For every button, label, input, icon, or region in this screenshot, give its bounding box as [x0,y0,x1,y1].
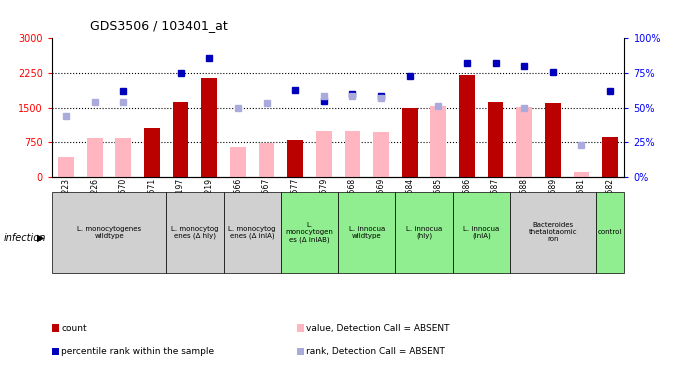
Text: L. innocua
(hly): L. innocua (hly) [406,225,442,239]
Bar [172,102,188,177]
FancyBboxPatch shape [166,192,224,273]
Text: percentile rank within the sample: percentile rank within the sample [61,347,215,356]
FancyBboxPatch shape [453,192,510,273]
FancyBboxPatch shape [338,192,395,273]
Text: ▶: ▶ [37,233,45,243]
Text: L. innocua
wildtype: L. innocua wildtype [348,226,385,239]
Bar [115,138,131,177]
Text: L.
monocytogen
es (Δ inlAB): L. monocytogen es (Δ inlAB) [286,222,333,243]
Bar [58,157,74,177]
Bar [373,132,389,177]
Bar [144,128,160,177]
Bar [573,172,589,177]
Bar [431,106,446,177]
Text: value, Detection Call = ABSENT: value, Detection Call = ABSENT [306,324,450,333]
Bar [201,78,217,177]
Text: rank, Detection Call = ABSENT: rank, Detection Call = ABSENT [306,347,445,356]
Bar [259,143,275,177]
FancyBboxPatch shape [52,192,166,273]
Text: Bacteroides
thetaiotaomic
ron: Bacteroides thetaiotaomic ron [529,222,577,242]
Bar [287,140,303,177]
Text: infection: infection [3,233,46,243]
FancyBboxPatch shape [224,192,281,273]
Text: GDS3506 / 103401_at: GDS3506 / 103401_at [90,19,228,32]
Bar [602,137,618,177]
FancyBboxPatch shape [510,192,596,273]
Text: L. monocytogenes
wildtype: L. monocytogenes wildtype [77,226,141,239]
FancyBboxPatch shape [596,192,624,273]
FancyBboxPatch shape [281,192,338,273]
Bar [316,131,332,177]
Text: count: count [61,324,87,333]
Bar [230,147,246,177]
Bar [545,103,561,177]
Bar [344,131,360,177]
Text: L. monocytog
enes (Δ hly): L. monocytog enes (Δ hly) [171,225,219,239]
FancyBboxPatch shape [395,192,453,273]
Text: L. monocytog
enes (Δ inlA): L. monocytog enes (Δ inlA) [228,225,276,239]
Text: control: control [598,229,622,235]
Bar [516,107,532,177]
Bar [87,138,103,177]
Text: L. innocua
(inlA): L. innocua (inlA) [463,225,500,239]
Bar [459,75,475,177]
Bar [402,108,417,177]
Bar [488,102,504,177]
